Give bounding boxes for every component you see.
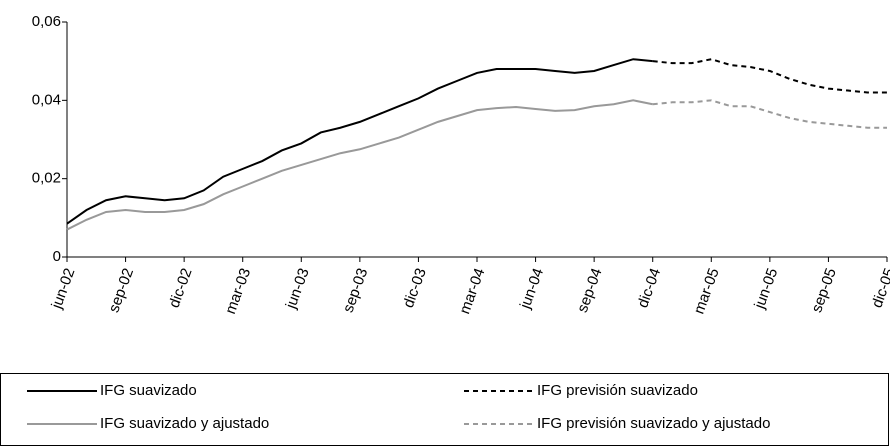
x-tick-label: mar-05: [691, 266, 723, 316]
series-line: [652, 99, 887, 129]
x-tick-label: jun-05: [751, 266, 782, 312]
series-line: [66, 99, 653, 231]
x-tick-label: sep-05: [808, 266, 840, 315]
y-tick-label: 0: [53, 248, 61, 265]
y-tick-label: 0,02: [32, 170, 61, 187]
x-tick-label: sep-04: [574, 266, 606, 315]
x-tick-label: jun-03: [282, 266, 313, 312]
x-tick-label: dic-02: [166, 266, 196, 310]
x-tick-label: sep-02: [105, 266, 137, 315]
x-tick-label: sep-03: [340, 266, 372, 315]
legend-label: IFG suavizado y ajustado: [100, 415, 269, 432]
y-tick-label: 0,06: [32, 13, 61, 30]
legend-label: IFG previsión suavizado: [537, 382, 698, 399]
x-tick-label: dic-05: [869, 266, 890, 310]
legend-label: IFG suavizado: [100, 382, 197, 399]
x-tick-label: mar-03: [222, 266, 254, 316]
x-tick-label: jun-04: [516, 266, 547, 312]
x-tick-label: dic-03: [400, 266, 430, 310]
x-tick-label: mar-04: [456, 266, 488, 316]
series-line: [66, 58, 653, 225]
x-tick-label: jun-02: [48, 266, 79, 312]
series-line: [652, 58, 887, 94]
legend-label: IFG previsión suavizado y ajustado: [537, 415, 770, 432]
y-tick-label: 0,04: [32, 91, 61, 108]
x-tick-label: dic-04: [634, 266, 664, 310]
